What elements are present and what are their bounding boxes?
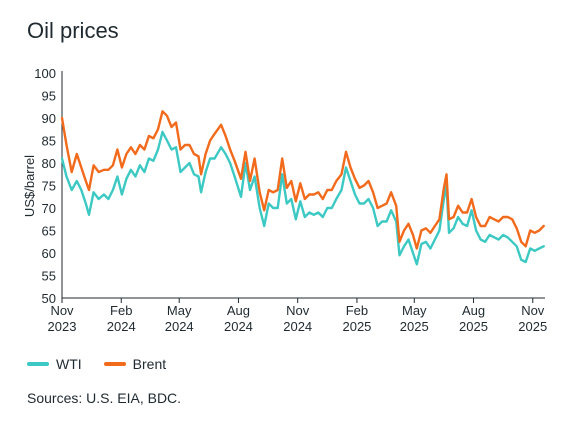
y-tick-label: 100 — [34, 66, 56, 81]
legend-label-brent: Brent — [132, 356, 167, 372]
y-tick-label: 70 — [42, 201, 56, 216]
y-tick-label: 50 — [42, 291, 56, 306]
x-tick-label-month: Nov — [521, 303, 545, 318]
x-tick-label-year: 2025 — [518, 319, 547, 334]
series-layer — [60, 110, 545, 266]
y-tick-label: 90 — [42, 111, 56, 126]
chart-title: Oil prices — [27, 18, 119, 43]
legend-item-brent: Brent — [103, 356, 167, 372]
y-tick-label: 65 — [42, 224, 56, 239]
y-tick-label: 55 — [42, 269, 56, 284]
x-tick-label-year: 2024 — [165, 319, 194, 334]
x-tick-label-year: 2024 — [283, 319, 312, 334]
x-tick-label-month: May — [402, 303, 427, 318]
source-note: Sources: U.S. EIA, BDC. — [27, 390, 182, 406]
legend-label-wti: WTI — [56, 356, 82, 372]
x-tick-label-year: 2024 — [224, 319, 253, 334]
x-tick-label-year: 2025 — [400, 319, 429, 334]
x-tick-label-month: Aug — [227, 303, 250, 318]
x-tick-label-year: 2023 — [48, 319, 77, 334]
x-axis: Nov2023Feb2024May2024Aug2024Nov2024Feb20… — [48, 297, 547, 334]
x-tick-label-month: Feb — [346, 303, 368, 318]
x-tick-label-year: 2024 — [107, 319, 136, 334]
x-tick-label-month: May — [167, 303, 192, 318]
legend-item-wti: WTI — [27, 356, 82, 372]
y-axis: 50 55 60 65 70 75 80 85 90 95 100 — [34, 66, 63, 306]
legend-swatch-wti — [27, 362, 49, 366]
legend: WTI Brent — [27, 356, 188, 372]
series-line-brent — [60, 110, 545, 250]
y-tick-label: 95 — [42, 89, 56, 104]
y-tick-label: 75 — [42, 179, 56, 194]
x-tick-label-year: 2025 — [459, 319, 488, 334]
x-tick-label-year: 2025 — [342, 319, 371, 334]
x-tick-label-month: Feb — [110, 303, 132, 318]
y-tick-label: 60 — [42, 246, 56, 261]
x-tick-label-month: Nov — [50, 303, 74, 318]
legend-swatch-brent — [103, 362, 126, 366]
y-tick-label: 80 — [42, 156, 56, 171]
x-tick-label-month: Aug — [462, 303, 485, 318]
y-axis-label: US$/barrel — [22, 155, 37, 217]
y-tick-label: 85 — [42, 134, 56, 149]
series-line-wti — [60, 130, 545, 266]
x-tick-label-month: Nov — [286, 303, 310, 318]
